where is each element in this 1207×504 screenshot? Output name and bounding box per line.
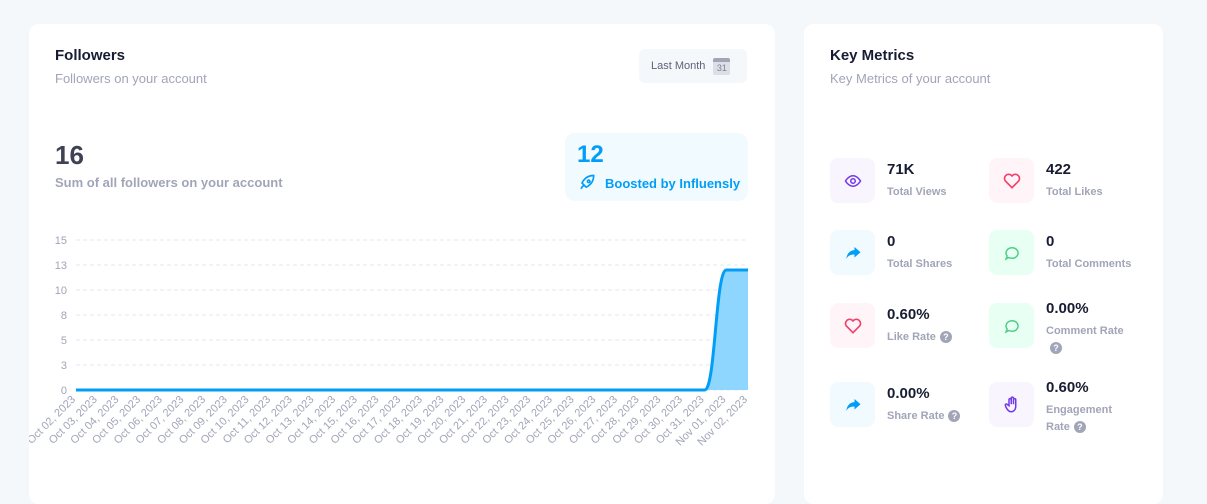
- y-tick-label: 5: [61, 335, 67, 347]
- comment-icon: [989, 303, 1034, 348]
- y-tick-label: 15: [55, 235, 67, 247]
- metric-label: Total Views: [887, 186, 947, 198]
- comment-icon: [989, 230, 1034, 275]
- boosted-label: Boosted by Influensly: [605, 176, 741, 191]
- y-tick-label: 8: [61, 310, 67, 322]
- metric-label: Comment Rate: [1046, 325, 1124, 337]
- heart-icon: [989, 158, 1034, 203]
- card-subtitle: Key Metrics of your account: [830, 71, 991, 86]
- metric-value: 422: [1046, 161, 1072, 178]
- metric-value: 0: [887, 233, 896, 250]
- metric-engagement-rate: 0.60% Engagement Rate?: [989, 379, 1149, 442]
- metric-value: 0.60%: [1046, 379, 1089, 396]
- metric-value: 0.00%: [1046, 300, 1089, 317]
- metric-label: Total Likes: [1046, 186, 1103, 198]
- followers-card: Followers Followers on your account Last…: [29, 24, 775, 504]
- key-metrics-card: Key Metrics Key Metrics of your account …: [804, 24, 1163, 504]
- y-tick-label: 10: [55, 285, 67, 297]
- metric-like-rate: 0.60% Like Rate?: [830, 303, 990, 363]
- metric-value: 0.60%: [887, 306, 930, 323]
- metric-total-shares: 0 Total Shares: [830, 230, 990, 290]
- metric-comment-rate: 0.00% Comment Rate?: [989, 300, 1149, 363]
- metric-total-likes: 422 Total Likes: [989, 158, 1149, 218]
- help-icon[interactable]: ?: [1050, 342, 1062, 355]
- metric-share-rate: 0.00% Share Rate?: [830, 382, 990, 442]
- eye-icon: [830, 158, 875, 203]
- card-title: Key Metrics: [830, 47, 915, 64]
- hand-icon: [989, 382, 1034, 427]
- y-tick-label: 3: [61, 360, 67, 372]
- metric-total-views: 71K Total Views: [830, 158, 990, 218]
- help-icon[interactable]: ?: [939, 331, 952, 344]
- series-area: [76, 270, 748, 390]
- help-icon[interactable]: ?: [948, 410, 961, 423]
- calendar-icon: 31: [713, 57, 731, 75]
- rocket-icon: [580, 174, 595, 190]
- metric-label: Total Shares: [887, 258, 953, 270]
- metric-value: 71K: [887, 161, 915, 178]
- date-range-label: Last Month: [651, 60, 706, 72]
- metric-label: Share Rate: [887, 410, 945, 422]
- y-tick-label: 13: [55, 260, 67, 272]
- metric-total-comments: 0 Total Comments: [989, 230, 1149, 290]
- total-followers-label: Sum of all followers on your account: [55, 175, 283, 190]
- boosted-badge: 12 Boosted by Influensly: [565, 133, 748, 201]
- metric-label: Total Comments: [1046, 258, 1132, 270]
- help-icon[interactable]: ?: [1073, 421, 1086, 434]
- share-icon: [830, 230, 875, 275]
- date-range-button[interactable]: Last Month 31: [639, 49, 747, 83]
- metric-label: Engagement Rate: [1046, 404, 1113, 433]
- heart-icon: [830, 303, 875, 348]
- metric-label: Like Rate: [887, 331, 936, 343]
- series-line: [76, 268, 748, 392]
- share-icon: [830, 382, 875, 427]
- total-followers: 16: [55, 140, 84, 170]
- y-tick-label: 0: [61, 385, 67, 397]
- metric-value: 0.00%: [887, 385, 930, 402]
- card-subtitle: Followers on your account: [55, 71, 207, 86]
- card-title: Followers: [55, 47, 126, 64]
- boosted-count: 12: [577, 141, 604, 168]
- metric-value: 0: [1046, 233, 1055, 250]
